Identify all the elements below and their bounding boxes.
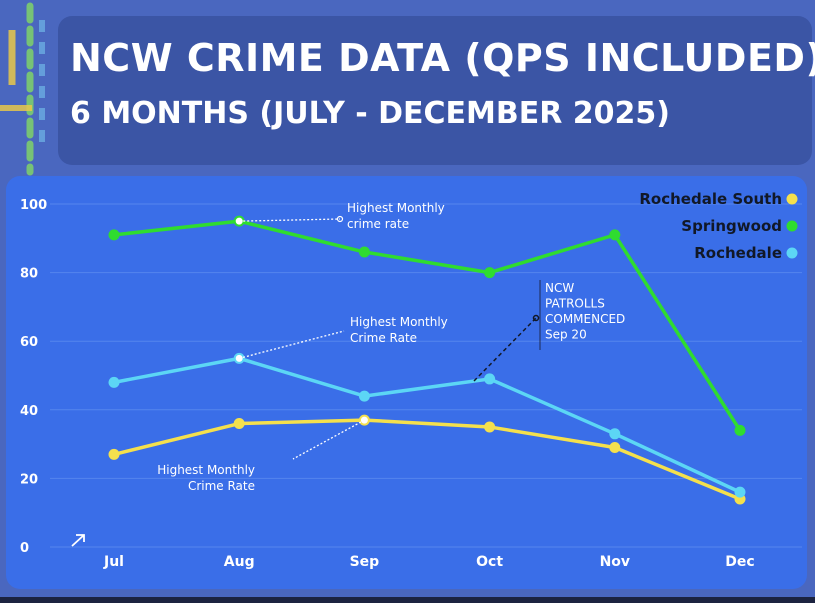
annotation-line xyxy=(239,330,345,359)
x-tick-label: Oct xyxy=(476,554,503,570)
data-point xyxy=(484,373,496,385)
data-point xyxy=(734,486,746,498)
decorative-dashes xyxy=(0,2,45,176)
page-title: NCW CRIME DATA (QPS INCLUDED) xyxy=(70,36,815,80)
series-line xyxy=(113,219,742,432)
legend-label: Rochedale xyxy=(694,244,782,262)
line-chart: 0 20 40 60 80 100 Jul Aug Sep Oct Nov Dec Highest Mo… xyxy=(20,190,802,570)
data-point xyxy=(609,428,621,440)
y-tick-label: 100 xyxy=(20,198,47,213)
x-tick-label: Nov xyxy=(600,554,630,570)
data-point xyxy=(358,246,370,258)
y-tick-label: 80 xyxy=(20,267,38,282)
series-line xyxy=(113,418,741,501)
legend-marker xyxy=(786,220,798,232)
data-point xyxy=(609,229,621,241)
data-point xyxy=(358,390,370,402)
x-tick-label: Sep xyxy=(350,554,380,570)
data-point xyxy=(108,448,120,460)
legend-label: Rochedale South xyxy=(639,190,782,208)
data-point xyxy=(484,267,496,279)
data-point xyxy=(233,418,245,430)
x-tick-label: Aug xyxy=(224,554,255,570)
x-tick-label: Jul xyxy=(103,554,124,570)
data-point xyxy=(609,442,621,454)
bottom-bar xyxy=(0,597,815,603)
legend-marker xyxy=(786,193,798,205)
annotation-label: Highest Monthly crime rate xyxy=(347,201,445,231)
annotation-label: Highest Monthly Crime Rate xyxy=(157,463,255,493)
data-point xyxy=(108,376,120,388)
data-point xyxy=(484,421,496,433)
annotation-dot xyxy=(532,314,540,322)
legend-label: Springwood xyxy=(681,217,782,235)
y-tick-label: 60 xyxy=(20,335,38,350)
series-line xyxy=(113,356,741,494)
annotation-line xyxy=(239,218,341,222)
annotation-dot xyxy=(336,215,344,223)
data-point xyxy=(108,229,120,241)
annotation-label: NCW PATROLLS COMMENCED Sep 20 xyxy=(545,281,625,342)
chart-card: 0 20 40 60 80 100 Jul Aug Sep Oct Nov Dec Highest Mo… xyxy=(6,176,807,589)
y-tick-label: 40 xyxy=(20,404,38,419)
arrow-icon xyxy=(71,534,85,547)
legend-marker xyxy=(786,247,798,259)
y-tick-label: 20 xyxy=(20,472,38,487)
x-tick-label: Dec xyxy=(725,554,754,570)
annotation-label: Highest Monthly Crime Rate xyxy=(350,315,448,345)
annotation-line xyxy=(473,317,537,382)
page-subtitle: 6 MONTHS (JULY - DECEMBER 2025) xyxy=(70,96,671,131)
annotation-line xyxy=(292,419,365,460)
y-tick-label: 0 xyxy=(20,541,29,556)
data-point xyxy=(734,424,746,436)
title-card: NCW CRIME DATA (QPS INCLUDED) 6 MONTHS (… xyxy=(58,16,815,165)
